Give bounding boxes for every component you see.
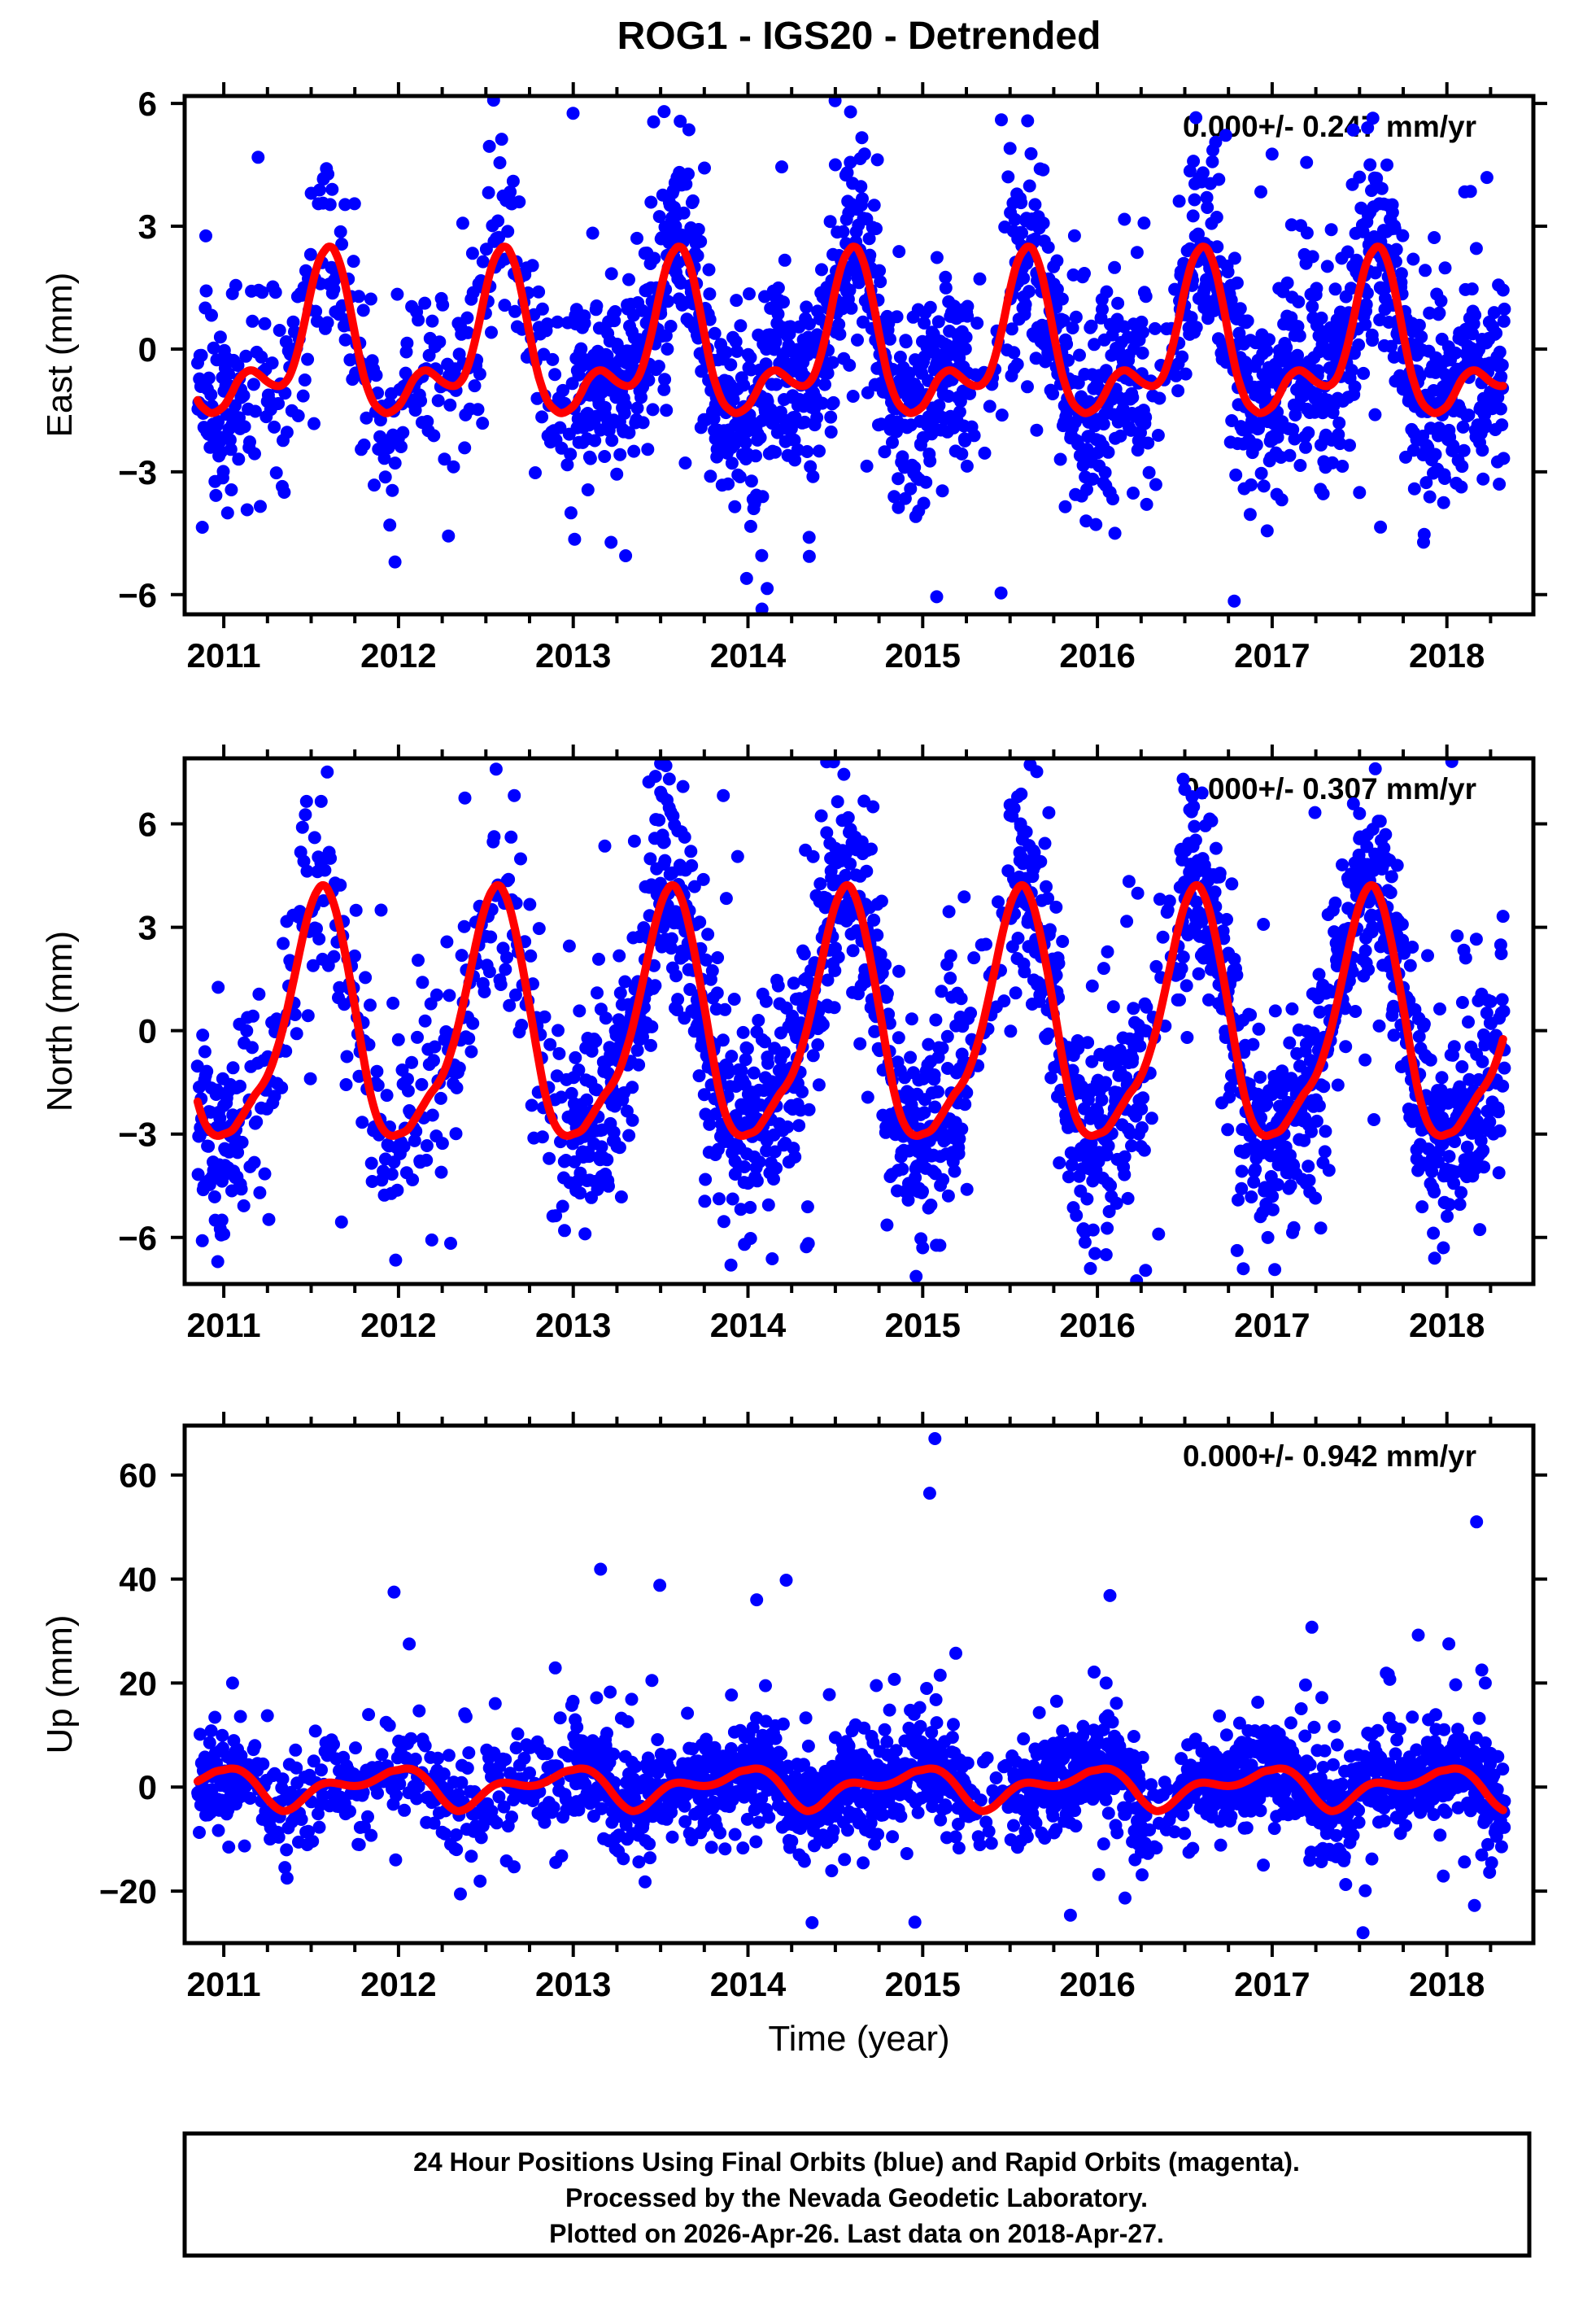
up-rate-annotation: 0.000+/- 0.942 mm/yr xyxy=(1183,1439,1476,1473)
up-scatter-points xyxy=(191,1432,1511,1940)
north-year-label: 2016 xyxy=(1059,1306,1135,1344)
east-year-label: 2016 xyxy=(1059,636,1135,675)
north-axis-label: North (mm) xyxy=(40,931,80,1112)
north-data-layer xyxy=(190,758,1511,1284)
north-year-label: 2013 xyxy=(535,1306,611,1344)
north-ytick-label: −3 xyxy=(118,1116,157,1154)
east-axis-ticks xyxy=(171,82,1547,628)
up-year-label: 2013 xyxy=(535,1965,611,2003)
east-year-label: 2012 xyxy=(360,636,436,675)
east-seasonal-model-curve xyxy=(193,242,1507,417)
north-ytick-label: 6 xyxy=(138,806,157,844)
east-axis-tick-labels: 6 3 0 −3 −6 2011 2012 2013 2014 2015 2016 2017 2018 xyxy=(118,85,1485,675)
north-year-label: 2015 xyxy=(885,1306,961,1344)
east-year-label: 2018 xyxy=(1409,636,1485,675)
up-axis-ticks xyxy=(171,1412,1547,1957)
east-ytick-label: 0 xyxy=(138,330,157,369)
up-axis-label: Up (mm) xyxy=(40,1614,80,1754)
north-year-label: 2011 xyxy=(187,1306,261,1344)
caption-line-3: Plotted on 2026-Apr-26. Last data on 201… xyxy=(549,2219,1164,2248)
up-year-label: 2017 xyxy=(1234,1965,1310,2003)
up-seasonal-model-curve xyxy=(193,1764,1507,1815)
east-year-label: 2015 xyxy=(885,636,961,675)
up-year-label: 2012 xyxy=(360,1965,436,2003)
north-ytick-label: 0 xyxy=(138,1012,157,1050)
up-ytick-label: −20 xyxy=(99,1872,157,1911)
north-axis-ticks xyxy=(171,745,1547,1298)
north-year-label: 2017 xyxy=(1234,1306,1310,1344)
north-axis-tick-labels: 6 3 0 −3 −6 2011 2012 2013 2014 2015 2016 2017 2018 xyxy=(118,806,1485,1345)
east-year-label: 2017 xyxy=(1234,636,1310,675)
east-scatter-points xyxy=(191,96,1511,614)
east-panel: 6 3 0 −3 −6 2011 2012 2013 2014 2015 2016 2017 2018 xyxy=(118,82,1547,675)
north-rate-annotation: 0.000+/- 0.307 mm/yr xyxy=(1183,772,1476,806)
up-data-layer xyxy=(191,1432,1511,1940)
north-seasonal-model-curve xyxy=(193,880,1507,1140)
north-year-label: 2018 xyxy=(1409,1306,1485,1344)
north-year-label: 2012 xyxy=(360,1306,436,1344)
east-data-layer xyxy=(191,96,1511,614)
figure-title: ROG1 - IGS20 - Detrended xyxy=(617,15,1101,58)
up-year-label: 2016 xyxy=(1059,1965,1135,2003)
north-plot-frame xyxy=(182,756,1536,1286)
caption-border xyxy=(182,2131,1532,2258)
north-year-label: 2014 xyxy=(710,1306,787,1344)
east-ytick-label: −3 xyxy=(118,453,157,491)
north-ytick-label: 3 xyxy=(138,909,157,947)
up-panel: 60 40 20 0 −20 2011 2012 2013 2014 2015 2016 2017 20… xyxy=(99,1412,1547,2003)
up-ytick-label: 20 xyxy=(119,1664,157,1702)
caption-line-1: 24 Hour Positions Using Final Orbits (bl… xyxy=(413,2147,1300,2177)
up-ytick-label: 40 xyxy=(119,1561,157,1599)
up-year-label: 2014 xyxy=(710,1965,787,2003)
north-scatter-points xyxy=(190,758,1511,1284)
north-ytick-label: −6 xyxy=(118,1219,157,1257)
east-plot-frame xyxy=(182,94,1536,617)
east-axis-label: East (mm) xyxy=(40,273,80,438)
caption-box: 24 Hour Positions Using Final Orbits (bl… xyxy=(182,2131,1532,2258)
up-year-label: 2011 xyxy=(187,1965,261,2003)
east-year-label: 2011 xyxy=(187,636,261,675)
time-axis-label: Time (year) xyxy=(768,2019,949,2059)
up-ytick-label: 0 xyxy=(138,1768,157,1806)
north-panel: 6 3 0 −3 −6 2011 2012 2013 2014 2015 2016 2017 2018 xyxy=(118,745,1547,1344)
east-ytick-label: 3 xyxy=(138,207,157,246)
up-ytick-label: 60 xyxy=(119,1457,157,1495)
east-ytick-label: 6 xyxy=(138,85,157,123)
east-year-label: 2013 xyxy=(535,636,611,675)
up-axis-tick-labels: 60 40 20 0 −20 2011 2012 2013 2014 2015 2016 2017 20… xyxy=(99,1457,1485,2003)
up-year-label: 2018 xyxy=(1409,1965,1485,2003)
up-year-label: 2015 xyxy=(885,1965,961,2003)
east-ytick-label: −6 xyxy=(118,576,157,614)
caption-line-2: Processed by the Nevada Geodetic Laborat… xyxy=(565,2183,1148,2212)
east-year-label: 2014 xyxy=(710,636,787,675)
